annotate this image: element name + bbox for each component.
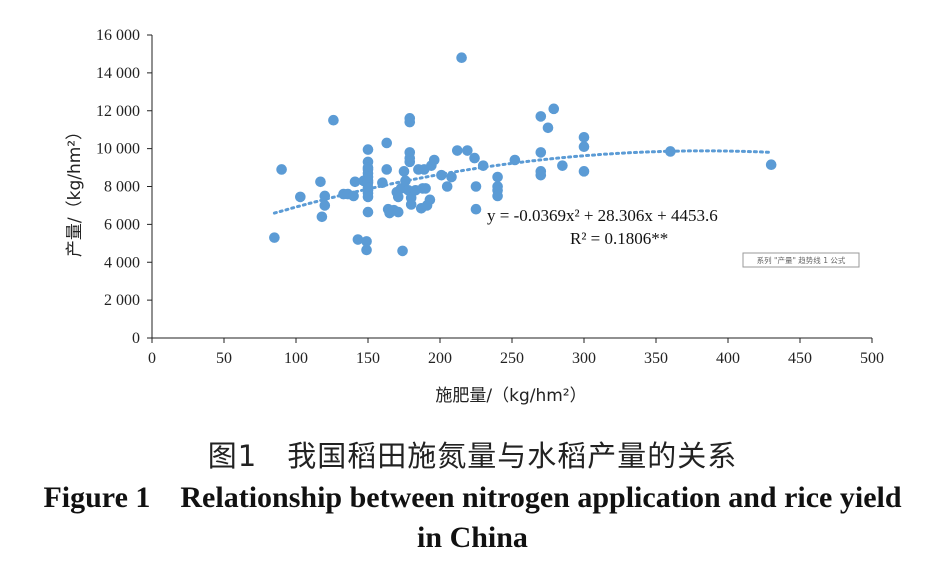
data-point [456,52,467,64]
x-tick-label: 500 [860,350,884,367]
data-point [765,159,777,171]
x-tick-label: 150 [356,350,380,367]
figure-caption-english: Figure 1 Relationship between nitrogen a… [43,481,902,554]
tick-labels: 0 50 100 150 200 250 300 350 400 450 500 0 2 000 4 00… [96,27,884,367]
x-tick-label: 200 [428,350,452,367]
data-points [269,52,777,257]
data-point [405,199,417,210]
data-point [381,137,393,149]
y-tick-label: 8 000 [104,179,140,196]
data-point [578,166,590,177]
y-tick-label: 10 000 [96,141,140,158]
data-point [361,244,372,256]
data-point [557,160,568,171]
data-point [492,171,503,183]
data-point [509,154,521,166]
data-point [349,176,361,188]
data-point [436,169,447,181]
data-point [328,114,339,126]
y-tick-label: 2 000 [104,292,140,309]
trend-equation: y = -0.0369x² + 28.306x + 4453.6 [487,206,718,225]
data-point [398,166,410,177]
data-point [316,211,328,223]
y-tick-label: 12 000 [96,103,140,120]
y-tick-label: 6 000 [104,216,140,233]
x-tick-label: 50 [216,350,232,367]
data-point [397,245,408,257]
data-point [535,111,547,122]
data-point [392,191,404,203]
data-point [492,190,503,202]
y-tick-label: 16 000 [96,27,140,44]
data-point [295,191,306,203]
data-point [470,203,482,215]
axes [147,34,873,343]
y-axis-title: 产量/（kg/hm²） [65,123,85,257]
data-point [420,183,431,194]
data-point [319,200,331,211]
data-point [269,232,280,243]
data-point [361,236,372,247]
x-tick-label: 250 [500,350,524,367]
y-tick-label: 4 000 [104,254,140,271]
data-point [404,116,416,128]
data-point [276,164,287,175]
x-tick-label: 350 [644,350,668,367]
data-point [404,156,416,168]
data-point [535,169,547,181]
x-tick-label: 100 [284,350,308,367]
data-point [578,131,590,143]
data-point [542,122,554,134]
scatter-chart: 0 50 100 150 200 250 300 350 400 450 500 0 2 000 4 00… [65,27,884,406]
x-tick-label: 0 [148,350,156,367]
y-tick-label: 0 [132,330,140,347]
data-point [381,164,393,175]
data-point [665,146,676,157]
data-point [424,194,436,206]
x-tick-label: 450 [788,350,812,367]
data-point [462,145,473,156]
data-point [446,171,457,183]
data-point [469,152,480,164]
data-point [428,154,440,166]
x-tick-label: 400 [716,350,740,367]
data-point [548,103,560,115]
x-axis-title: 施肥量/（kg/hm²） [435,386,586,406]
data-point [352,234,364,245]
trendline-tooltip: 系列 "产量" 趋势线 1 公式 [742,252,860,268]
data-point [362,191,374,203]
data-point [377,177,388,189]
data-point [477,160,489,171]
data-point [348,190,359,202]
svg-text:系列 "产量" 趋势线 1 公式: 系列 "产量" 趋势线 1 公式 [757,255,846,265]
data-point [451,145,463,156]
data-point [441,181,453,192]
data-point [362,206,374,218]
y-tick-label: 14 000 [96,65,140,82]
x-tick-label: 300 [572,350,596,367]
trend-r-squared: R² = 0.1806** [570,229,668,248]
data-point [578,141,590,153]
data-point [535,147,547,158]
figure-caption-chinese: 图1 我国稻田施氮量与水稻产量的关系 [207,439,738,473]
data-point [362,144,374,155]
data-point [315,176,326,188]
data-point [392,206,404,218]
trendline [272,149,772,215]
data-point [319,190,331,202]
data-point [470,181,482,192]
data-point [400,175,411,187]
